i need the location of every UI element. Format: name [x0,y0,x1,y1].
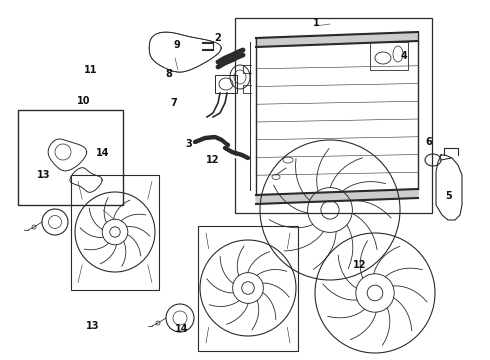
Text: 1: 1 [313,18,319,28]
Text: 13: 13 [37,170,51,180]
Bar [370,42,408,70]
Text: 8: 8 [166,69,172,79]
Text: 2: 2 [215,33,221,43]
Polygon shape [256,189,418,204]
Bar [18,110,123,205]
Text: 5: 5 [445,191,452,201]
Bar [71,175,159,289]
Text: 6: 6 [425,137,432,147]
Text: 7: 7 [171,98,177,108]
Polygon shape [256,32,418,47]
Text: 12: 12 [353,260,367,270]
Bar [215,75,237,93]
Text: 11: 11 [84,65,98,75]
Text: 3: 3 [185,139,192,149]
Text: 4: 4 [401,51,408,61]
Text: 12: 12 [206,155,220,165]
Text: 14: 14 [174,324,188,334]
Bar [198,225,298,351]
Text: 13: 13 [86,321,100,331]
Text: 9: 9 [173,40,180,50]
Bar [235,18,432,213]
Text: 10: 10 [76,96,90,106]
Text: 14: 14 [96,148,110,158]
